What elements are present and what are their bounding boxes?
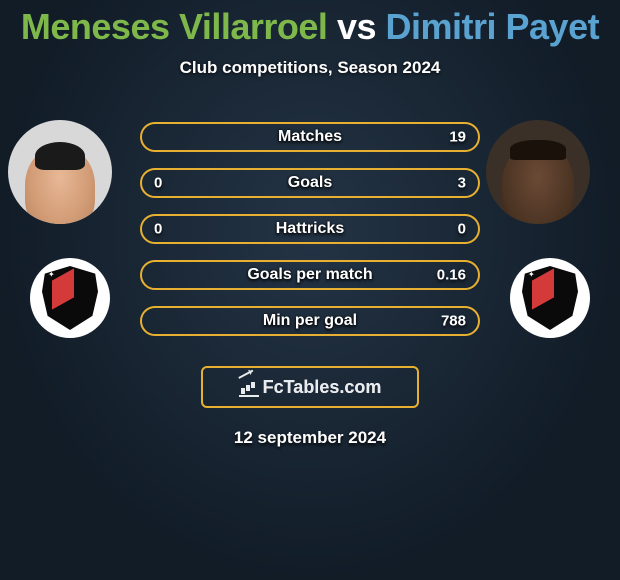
stat-row-matches: Matches 19 [140, 122, 480, 152]
stat-right-value: 0.16 [437, 267, 466, 284]
player2-name: Dimitri Payet [386, 6, 600, 47]
stat-label: Goals per match [247, 266, 372, 284]
player2-club-crest [510, 258, 590, 338]
player1-avatar [8, 120, 112, 224]
stat-label: Matches [278, 128, 342, 146]
comparison-title: Meneses Villarroel vs Dimitri Payet [0, 6, 620, 48]
stat-label: Hattricks [276, 220, 344, 238]
player2-avatar [486, 120, 590, 224]
subtitle: Club competitions, Season 2024 [0, 58, 620, 78]
stat-row-goals: 0 Goals 3 [140, 168, 480, 198]
stat-label: Goals [288, 174, 332, 192]
chart-icon [239, 378, 261, 396]
stats-list: Matches 19 0 Goals 3 0 Hattricks 0 Goals… [140, 122, 480, 352]
branding-badge: FcTables.com [201, 366, 419, 408]
date-text: 12 september 2024 [0, 428, 620, 448]
stat-right-value: 3 [458, 175, 466, 192]
stat-left-value: 0 [154, 175, 162, 192]
stat-row-goals-per-match: Goals per match 0.16 [140, 260, 480, 290]
comparison-panel: Matches 19 0 Goals 3 0 Hattricks 0 Goals… [0, 120, 620, 350]
player1-club-crest [30, 258, 110, 338]
stat-right-value: 0 [458, 221, 466, 238]
stat-row-hattricks: 0 Hattricks 0 [140, 214, 480, 244]
stat-row-min-per-goal: Min per goal 788 [140, 306, 480, 336]
vs-text: vs [337, 6, 376, 47]
player1-name: Meneses Villarroel [21, 6, 328, 47]
stat-left-value: 0 [154, 221, 162, 238]
branding-text: FcTables.com [263, 377, 382, 398]
stat-right-value: 788 [441, 313, 466, 330]
stat-label: Min per goal [263, 312, 357, 330]
stat-right-value: 19 [449, 129, 466, 146]
